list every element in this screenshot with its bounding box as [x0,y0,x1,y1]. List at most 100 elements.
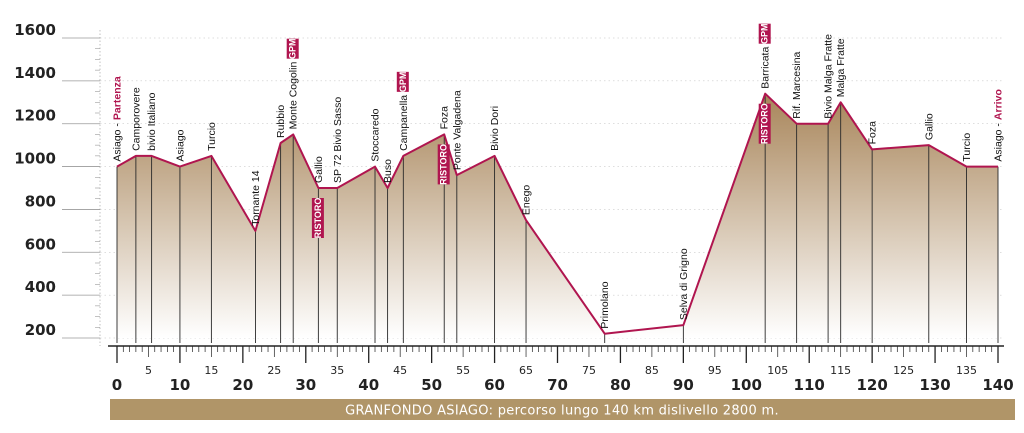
x-tick-label: 125 [893,364,914,377]
waypoint-label: Selva di Grigno [678,248,690,320]
waypoint-text: Gallio [923,113,935,140]
x-tick-label: 75 [582,364,596,377]
waypoint-text: Ponte Valgadena [451,90,463,170]
waypoint-label: Primolano [599,281,611,328]
waypoint-text: Bivio Malga Fratte [823,34,835,119]
waypoint-label: Stoccaredo [370,108,382,161]
waypoint-text: bivio Italiano [146,92,158,151]
waypoint-name: Asiago - Partenza [112,76,124,161]
ristoro-badge: RISTORO [437,144,450,185]
waypoint-text: Turcio [206,122,218,151]
waypoint-label: Asiago [174,129,186,161]
waypoint-label: Ponte Valgadena [451,90,463,170]
waypoint-text: Primolano [599,281,611,328]
waypoint-stems [116,93,999,343]
waypoint-name: Malga Fratte [835,38,847,97]
y-tick-label: 600 [25,235,56,253]
elevation-line [116,92,998,335]
waypoint-label: Bivio Dori [489,106,501,151]
x-tick-label: 90 [673,376,694,394]
x-tick-label: 80 [610,376,631,394]
ristoro-badge-bg [437,144,450,185]
x-tick-label: 100 [731,376,762,394]
waypoint-name: bivio Italiano [146,92,158,151]
waypoint-text: Rif. Marcesina [791,51,803,118]
waypoint-name: Turcio [206,122,218,151]
gpm-badge [758,23,771,44]
waypoint-name: Rubbio [275,105,287,138]
x-tick-label: 5 [145,364,152,377]
x-tick-label: 140 [982,376,1013,394]
waypoint-label: Malga Fratte [835,38,847,97]
x-tick-label: 10 [169,376,190,394]
waypoint-name: Campanella [398,95,410,151]
waypoint-text: Gallio [313,156,325,183]
x-tick-label: 65 [519,364,533,377]
x-tick-label: 55 [456,364,470,377]
waypoint-label: Turcio [206,122,218,151]
waypoint-label: Asiago - Partenza [112,76,124,161]
x-tick-label: 15 [204,364,218,377]
profile-line [116,92,998,335]
footer-bar [110,399,1015,420]
waypoint-label: Monte Cogolin GPM [286,38,300,130]
waypoint-label: Campanella GPM [396,72,410,151]
y-tick-label: 1400 [14,64,56,82]
y-axis: 200 400 600 800 1000 1200 1400 1600 [14,21,101,346]
x-tick-label: 30 [295,376,316,394]
waypoint-text: Asiago - [112,123,124,162]
x-tick-label: 120 [856,376,887,394]
waypoint-label: bivio Italiano [146,92,158,151]
waypoint-name: Monte Cogolin [288,62,300,130]
ristoro-badge: RISTORO [311,198,324,239]
ristoro-badge-bg [311,198,324,238]
waypoint-text: Foza [439,106,451,130]
ristoro-badge-text: RISTORO [313,198,323,239]
waypoint-name: Gallio [313,156,325,183]
waypoint-text: Stoccaredo [370,108,382,161]
ristoro-badge-text: RISTORO [439,144,449,185]
y-tick-label: 1000 [14,150,56,168]
waypoint-labels: Asiago - Partenza Camporovere bivio Italian… [112,23,1005,328]
x-tick-label: 70 [547,376,568,394]
waypoint-text: Asiago [174,129,186,161]
waypoint-suffix: Partenza [112,76,124,120]
waypoint-name: Tornante 14 [250,170,262,226]
footer-banner: GRANFONDO ASIAGO: percorso lungo 140 km … [110,399,1015,420]
waypoint-label: Gallio [923,113,935,140]
ristoro-badge: RISTORO [758,103,771,144]
waypoint-name: Asiago - Arrivo [993,89,1005,161]
x-tick-label: 135 [956,364,977,377]
waypoint-name: Asiago [174,129,186,161]
waypoint-suffix: Arrivo [993,89,1005,120]
waypoint-text: SP 72 Bivio Sasso [332,97,344,183]
x-tick-label: 20 [232,376,253,394]
gpm-badge-text: GPM [398,72,408,93]
waypoint-name: Buso [382,159,394,183]
x-tick-label: 25 [267,364,281,377]
ristoro-badge-text: RISTORO [760,103,770,144]
waypoint-text: Enego [521,185,533,216]
waypoint-label: Enego [521,185,533,216]
x-tick-label: 40 [358,376,379,394]
waypoint-text: Asiago - [993,123,1005,162]
waypoint-name: Selva di Grigno [678,248,690,320]
ristoro-badge-bg [758,103,771,144]
waypoint-name: Camporovere [130,87,142,151]
x-tick-label: 60 [484,376,505,394]
waypoint-label: Rif. Marcesina [791,51,803,118]
waypoint-name: Foza [867,121,879,145]
waypoint-label: Buso [382,159,394,183]
waypoint-text: Rubbio [275,105,287,138]
x-tick-label: 85 [645,364,659,377]
waypoint-name: Bivio Malga Fratte [823,34,835,119]
waypoint-label: Rubbio [275,105,287,138]
waypoint-text: Turcio [961,133,973,162]
y-tick-label: 1200 [14,107,56,125]
waypoint-name: Stoccaredo [370,108,382,161]
chart-title: GRANFONDO ASIAGO: percorso lungo 140 km … [345,404,779,419]
x-tick-label: 105 [767,364,788,377]
waypoint-label: Foza [867,121,879,145]
x-tick-label: 110 [794,376,825,394]
